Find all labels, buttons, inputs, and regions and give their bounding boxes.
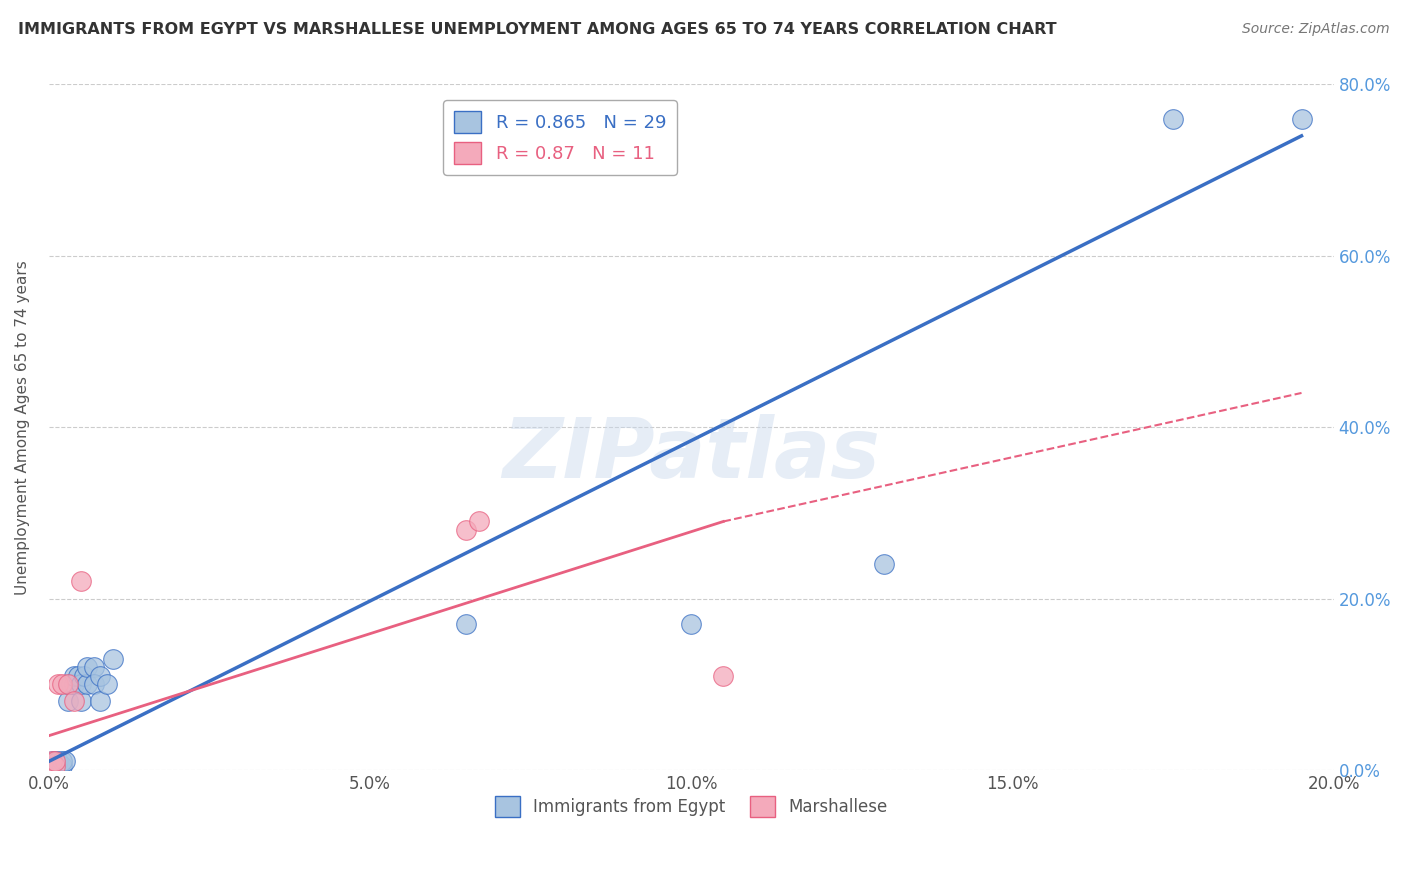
Point [83,677,105,691]
Point [44,755,66,769]
Point [53,755,76,769]
Point [51,758,73,772]
Text: ZIPatlas: ZIPatlas [502,414,880,495]
Point [44,758,66,772]
Point [63,677,86,691]
Point [63,694,86,708]
Point [51,677,73,691]
Point [48,677,70,691]
Point [96,677,118,691]
Point [63,669,86,683]
Point [89,694,111,708]
Point [76,677,98,691]
Point [711,669,734,683]
Legend: Immigrants from Egypt, Marshallese: Immigrants from Egypt, Marshallese [488,789,894,823]
Point [60,677,83,691]
Point [89,669,111,683]
Point [1161,112,1184,126]
Point [468,515,491,529]
Point [681,617,703,632]
Text: IMMIGRANTS FROM EGYPT VS MARSHALLESE UNEMPLOYMENT AMONG AGES 65 TO 74 YEARS CORR: IMMIGRANTS FROM EGYPT VS MARSHALLESE UNE… [18,22,1057,37]
Point [873,558,896,572]
Point [456,523,478,537]
Point [73,669,96,683]
Point [44,755,66,769]
Point [44,758,66,772]
Point [70,574,93,589]
Point [41,755,63,769]
Point [456,617,478,632]
Point [56,677,79,691]
Point [83,660,105,674]
Point [70,677,93,691]
Point [56,694,79,708]
Point [48,755,70,769]
Point [76,660,98,674]
Y-axis label: Unemployment Among Ages 65 to 74 years: Unemployment Among Ages 65 to 74 years [15,260,30,595]
Point [56,677,79,691]
Point [66,669,89,683]
Text: Source: ZipAtlas.com: Source: ZipAtlas.com [1241,22,1389,37]
Point [51,755,73,769]
Point [70,694,93,708]
Point [101,651,124,665]
Point [1291,112,1313,126]
Point [41,755,63,769]
